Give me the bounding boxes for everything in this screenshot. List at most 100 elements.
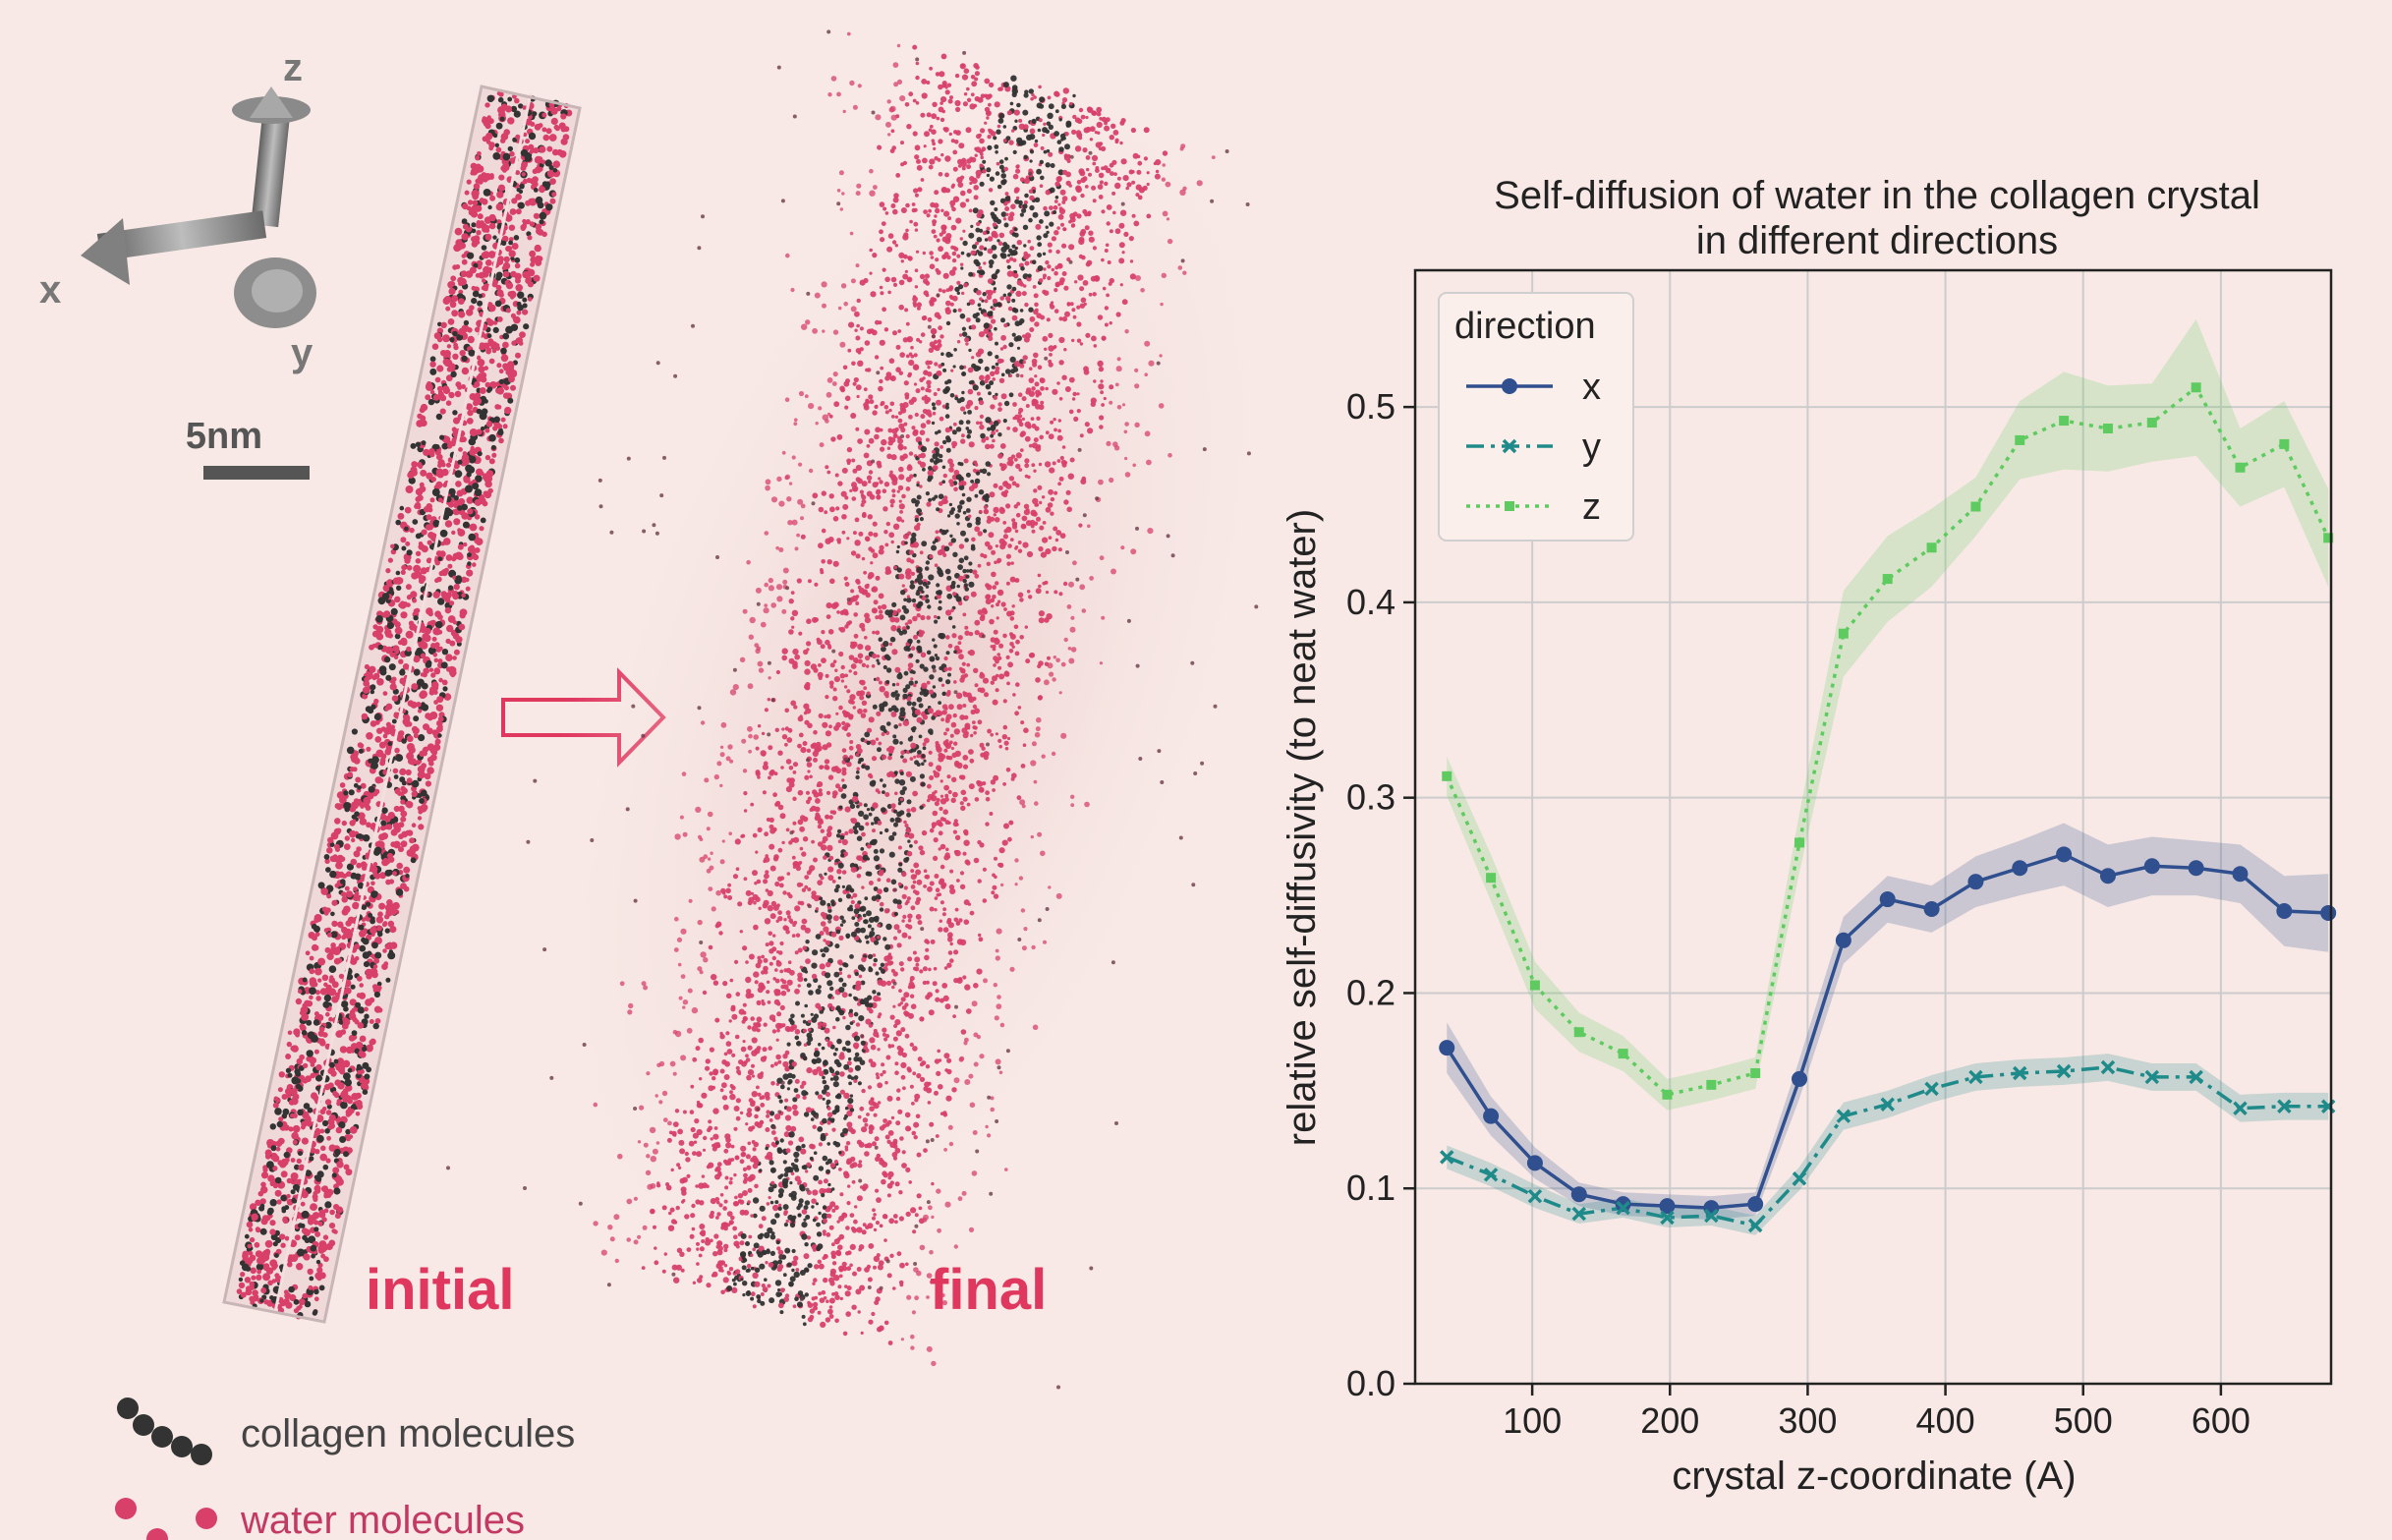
point-y [2189,1069,2203,1085]
legend-label-x: x [1582,367,1601,408]
legend-title: direction [1454,306,1596,347]
series-line-z [1445,384,2330,1097]
point-y [1880,1097,1895,1112]
initial-label: initial [366,1258,514,1322]
point-x [1615,1196,1631,1213]
point-z [2015,434,2025,445]
point-x [1747,1196,1764,1213]
legend-box [1438,292,1634,542]
y-tick-label: 0.0 [1346,1363,1395,1403]
y-tick-label: 0.4 [1346,582,1395,622]
point-z [2102,424,2113,434]
point-z [1486,873,1497,884]
point-y [1660,1210,1675,1226]
x-tick-label: 400 [1916,1400,1975,1441]
x-tick-label: 300 [1778,1400,1837,1441]
x-axis-label: crystal z-coordinate (A) [1672,1454,2076,1498]
x-tick-label: 600 [2192,1400,2250,1441]
point-y [1483,1168,1499,1182]
point-z [1882,574,1893,585]
point-y [2100,1059,2116,1075]
y-tick-label: 0.5 [1346,386,1395,427]
collagen-key-icon [117,1397,212,1465]
point-z [2323,533,2334,543]
point-z [2279,438,2290,449]
point-z [1750,1067,1761,1078]
point-z [1794,837,1805,848]
legend-item-y: y [1466,427,1601,468]
point-z [2146,418,2157,428]
scale-bar: 5nm [186,416,310,480]
y-tick-label: 0.1 [1346,1168,1395,1208]
point-x [1967,874,1984,890]
point-x [1483,1108,1500,1124]
point-z [1529,980,1540,991]
legend-marker-y [1502,438,1517,454]
point-y [1571,1206,1587,1222]
plot-frame [1413,268,2333,1386]
y-tick-label: 0.3 [1346,777,1395,818]
axis-z-label: z [283,46,303,89]
axes-gizmo: z x y [39,46,316,374]
point-x [1879,891,1896,908]
legend-item-x: x [1466,367,1601,408]
point-z [1573,1027,1584,1038]
point-x [2276,902,2293,919]
point-x [2232,866,2249,883]
x-tick-label: 500 [2054,1400,2113,1441]
point-y [1924,1081,1939,1097]
point-y [1527,1188,1543,1204]
scale-bar-line [203,466,310,480]
point-y [2013,1065,2027,1081]
point-x [2320,904,2337,921]
scale-bar-label: 5nm [186,416,262,457]
point-z [1926,542,1937,553]
point-y [1704,1208,1719,1224]
chart-title-line2: in different directions [1696,219,2058,262]
legend-marker-x [1502,378,1517,394]
point-x [1792,1070,1808,1087]
point-y [1439,1150,1454,1165]
legend-label-y: y [1582,427,1601,468]
point-y [2144,1069,2160,1085]
point-x [2012,860,2028,877]
point-x [2188,860,2204,877]
axis-y-label: y [291,331,313,374]
point-y [2233,1101,2248,1115]
point-x [1835,932,1851,948]
molecule-key: collagen molecules water molecules [115,1397,575,1540]
collagen-key-label: collagen molecules [241,1412,575,1455]
water-key-icon [115,1498,217,1540]
y-axis-label: relative self-diffusivity (to neat water… [1281,509,1324,1146]
point-x [2143,858,2160,875]
point-z [2191,382,2201,393]
point-x [2099,868,2116,884]
point-z [1662,1089,1673,1100]
point-z [2059,416,2070,427]
legend-item-z: z [1466,486,1601,528]
legend-label-z: z [1582,486,1601,528]
point-y [1747,1218,1763,1233]
point-y [1968,1069,1983,1085]
point-x [1659,1198,1676,1215]
chart-title-line1: Self-diffusion of water in the collagen … [1494,174,2260,217]
point-x [1570,1186,1587,1203]
point-y [1616,1200,1630,1216]
point-y [2277,1099,2292,1113]
molecular-illustration: z x y 5nm initial final collagen molecul… [39,14,1278,1540]
point-y [1792,1171,1807,1186]
y-tick-label: 0.2 [1346,972,1395,1012]
legend-marker-z [1505,501,1514,511]
series-markers [1439,382,2337,1233]
point-x [1526,1155,1543,1171]
point-x [2056,846,2073,863]
band-y [1447,1054,2329,1235]
point-z [1838,628,1849,639]
point-y [1836,1109,1851,1123]
chart-legend: direction xyz [1438,292,1634,542]
point-z [1970,501,1981,512]
final-label: final [930,1258,1047,1322]
axis-x-label: x [39,268,61,312]
initial-crystal [222,85,582,1324]
point-x [1923,900,1940,917]
